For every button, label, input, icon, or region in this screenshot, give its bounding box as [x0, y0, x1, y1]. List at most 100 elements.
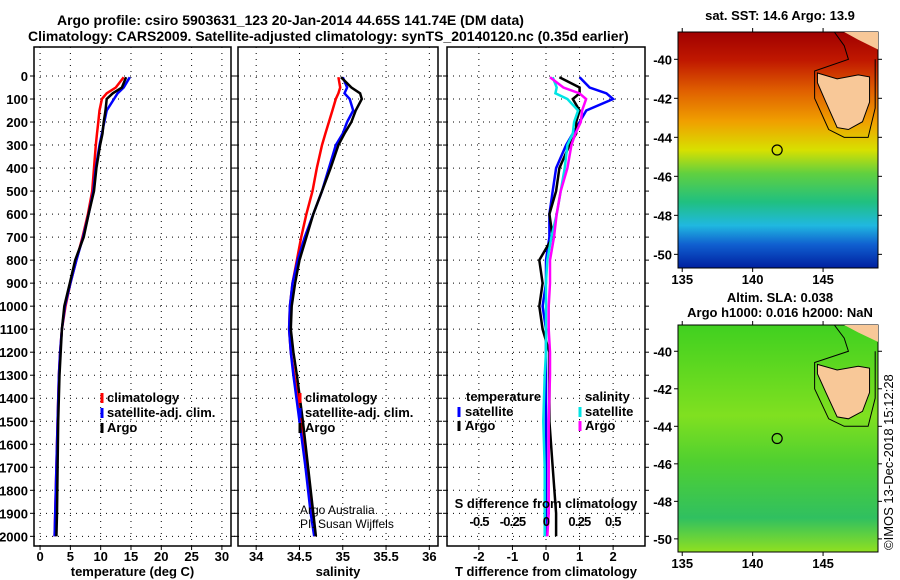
x-tick-label: 0 — [36, 549, 43, 564]
legend-title-temperature: temperature — [466, 389, 541, 404]
y-tick-label: 1100 — [0, 322, 28, 337]
lon-tick-label: 145 — [812, 556, 834, 571]
x-tick-label: 25 — [184, 549, 198, 564]
s-tick-label: 0.25 — [568, 514, 591, 529]
legend-label: climatology — [305, 390, 378, 405]
sst-map: -40 -42 -44 -46 -48 -50 135 140 145 sat. SST: 14.… — [653, 8, 882, 287]
y-tick-label: 1900 — [0, 506, 28, 521]
isobath-contour — [814, 31, 876, 138]
legend-title-salinity: salinity — [585, 389, 631, 404]
map-title: sat. SST: 14.6 Argo: 13.9 — [705, 8, 855, 23]
plot-frame — [33, 46, 232, 547]
x-tick-label: 2 — [610, 549, 617, 564]
x-tick-label: 35 — [336, 549, 350, 564]
x-axis-label: temperature (deg C) — [71, 564, 195, 579]
series-line-argo — [55, 76, 128, 537]
series-line-s-argo — [546, 76, 588, 537]
legend-label: satellite — [585, 404, 633, 419]
y-tick-label: 400 — [6, 161, 28, 176]
x-tick-label: 35.5 — [373, 549, 398, 564]
lat-tick-label: -50 — [653, 247, 672, 262]
credit-line-1: Argo Australia — [300, 503, 375, 517]
argo-position-marker — [771, 144, 783, 156]
y-tick-label: 1300 — [0, 368, 28, 383]
x-tick-label: -2 — [473, 549, 485, 564]
profile-panel-2: 34 34.5 35 35.5 36 salinity climatologysatelli… — [234, 46, 442, 579]
map-field — [677, 324, 879, 553]
lat-tick-label: -48 — [653, 494, 672, 509]
y-tick-label: 1800 — [0, 483, 28, 498]
legend-label: climatology — [107, 390, 180, 405]
y-tick-label: 2000 — [0, 529, 28, 544]
y-tick-label: 0 — [21, 69, 28, 84]
x-tick-label: 0 — [542, 549, 549, 564]
map-field — [677, 31, 879, 269]
map-subtitle: Argo h1000: 0.016 h2000: NaN — [687, 305, 873, 320]
x-axis-label: T difference from climatology — [455, 564, 638, 579]
lon-tick-label: 135 — [671, 272, 693, 287]
series-line-climatology — [287, 76, 342, 537]
x-tick-label: 36 — [422, 549, 436, 564]
lon-tick-label: 140 — [742, 272, 764, 287]
s-tick-label: 0 — [543, 514, 550, 529]
lat-tick-label: -42 — [653, 382, 672, 397]
profile-panel-1: 0100200300400500600700800900100011001200… — [0, 46, 235, 579]
lat-tick-label: -48 — [653, 208, 672, 223]
s-tick-label: -0.5 — [470, 514, 490, 529]
y-tick-label: 900 — [6, 276, 28, 291]
s-tick-label: -0.25 — [500, 514, 526, 529]
y-tick-label: 500 — [6, 184, 28, 199]
x-tick-label: 15 — [124, 549, 138, 564]
lon-tick-label: 145 — [812, 272, 834, 287]
y-tick-label: 300 — [6, 138, 28, 153]
mainland-land — [844, 32, 878, 50]
lat-tick-label: -46 — [653, 457, 672, 472]
lon-tick-label: 140 — [742, 556, 764, 571]
x-tick-label: 5 — [67, 549, 74, 564]
y-tick-label: 1500 — [0, 414, 28, 429]
mainland-land — [844, 325, 878, 342]
legend-label: satellite — [465, 404, 513, 419]
lat-tick-label: -44 — [653, 419, 673, 434]
x-axis-label: salinity — [316, 564, 362, 579]
map-title: Altim. SLA: 0.038 — [727, 290, 833, 305]
legend-label: Argo — [585, 418, 615, 433]
sla-map: -40 -42 -44 -46 -48 -50 135 140 145 Altim. SLA: 0… — [653, 290, 882, 571]
lat-tick-label: -42 — [653, 91, 672, 106]
plot-frame — [237, 46, 439, 547]
y-tick-label: 1000 — [0, 299, 28, 314]
x-tick-label: -1 — [507, 549, 519, 564]
s-axis-label: S difference from climatology — [455, 496, 639, 511]
lat-tick-label: -44 — [653, 130, 673, 145]
profile-panel-3: -2 -1 0 1 2T difference from climatology temp… — [443, 46, 649, 579]
tasmania-land — [816, 363, 871, 420]
series-line-s-satellite — [542, 76, 580, 537]
imos-timestamp: ©IMOS 13-Dec-2018 15:12:28 — [881, 374, 896, 550]
x-tick-label: 20 — [154, 549, 168, 564]
legend-label: Argo — [305, 420, 335, 435]
x-tick-label: 1 — [576, 549, 583, 564]
x-tick-label: 30 — [215, 549, 229, 564]
x-tick-label: 34 — [249, 549, 264, 564]
argo-position-marker — [771, 432, 783, 445]
y-tick-label: 1200 — [0, 345, 28, 360]
lon-tick-label: 135 — [671, 556, 693, 571]
tasmania-land — [816, 72, 871, 131]
x-tick-label: 10 — [93, 549, 107, 564]
s-tick-label: 0.5 — [605, 514, 621, 529]
legend-label: satellite-adj. clim. — [107, 405, 215, 420]
y-tick-label: 600 — [6, 207, 28, 222]
legend-label: Argo — [465, 418, 495, 433]
y-tick-label: 700 — [6, 230, 28, 245]
y-tick-label: 1700 — [0, 460, 28, 475]
y-tick-label: 200 — [6, 115, 28, 130]
y-tick-label: 1400 — [0, 391, 28, 406]
legend-label: Argo — [107, 420, 137, 435]
lat-tick-label: -50 — [653, 532, 672, 547]
lat-tick-label: -40 — [653, 344, 672, 359]
title-line-1: Argo profile: csiro 5903631_123 20-Jan-2… — [57, 12, 524, 28]
lat-tick-label: -40 — [653, 52, 672, 67]
isobath-contour — [814, 324, 876, 427]
